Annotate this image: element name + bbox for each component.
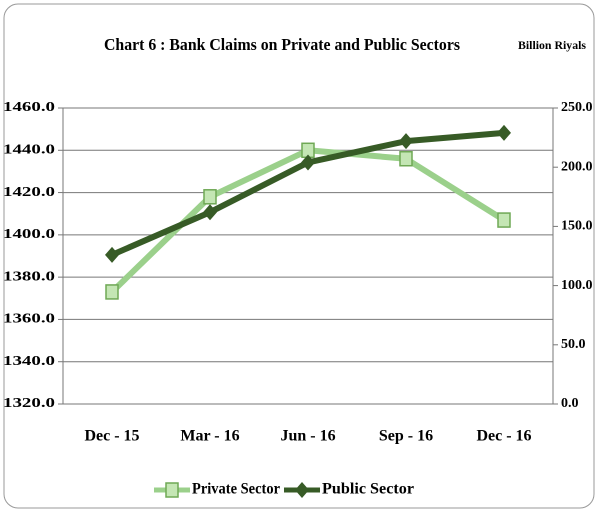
data-point [399,150,413,167]
legend-marker [295,482,309,498]
y-tick-label: 1380.0 [3,269,55,284]
y-tick-label: 1440.0 [3,143,55,158]
data-point [105,246,119,263]
data-point [399,133,413,150]
data-point [105,284,119,300]
legend-label: Public Sector [322,481,414,498]
unit-label: Billion Riyals [518,38,586,52]
y-tick-label: 1400.0 [3,227,55,242]
y-tick-label: 1360.0 [3,312,55,327]
y-tick-label: 1340.0 [3,354,55,369]
y-tick-label: 1460.0 [3,100,55,115]
legend-marker [165,482,179,498]
y2-tick-label: 250.0 [561,100,593,115]
y2-tick-label: 200.0 [561,159,593,174]
x-tick-label: Dec - 15 [84,428,139,445]
data-point [203,189,217,205]
x-tick-label: Sep - 16 [379,428,433,445]
y-tick-label: 1420.0 [3,185,55,200]
y2-tick-label: 100.0 [561,278,593,293]
data-point [497,124,511,141]
y2-tick-label: 150.0 [561,219,593,234]
x-tick-label: Dec - 16 [476,428,531,445]
data-point [301,154,315,171]
frame [3,3,595,509]
chart-title: Chart 6 : Bank Claims on Private and Pub… [104,35,460,54]
y-tick-label: 1320.0 [3,396,55,411]
y2-tick-label: 50.0 [561,337,586,352]
data-point [203,204,217,221]
x-tick-label: Mar - 16 [180,428,239,445]
legend-label: Private Sector [192,481,280,498]
y2-tick-label: 0.0 [561,396,579,411]
data-point [497,212,511,228]
x-tick-label: Jun - 16 [280,428,335,445]
